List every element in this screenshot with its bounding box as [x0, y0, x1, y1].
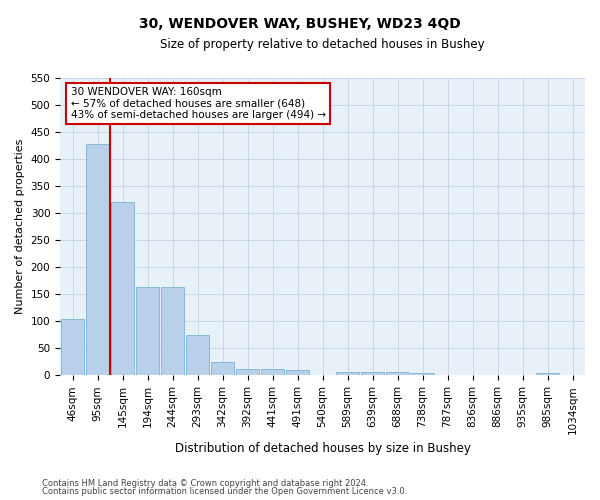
Bar [186, 335, 209, 376]
Bar [211, 362, 234, 376]
Bar [261, 369, 284, 376]
Bar [111, 202, 134, 376]
X-axis label: Distribution of detached houses by size in Bushey: Distribution of detached houses by size … [175, 442, 470, 455]
Bar [136, 287, 159, 376]
Bar [336, 372, 359, 376]
Bar [86, 144, 109, 376]
Text: Contains public sector information licensed under the Open Government Licence v3: Contains public sector information licen… [42, 487, 407, 496]
Bar [236, 369, 259, 376]
Y-axis label: Number of detached properties: Number of detached properties [15, 139, 25, 314]
Bar [536, 372, 559, 376]
Bar [361, 372, 384, 376]
Text: 30, WENDOVER WAY, BUSHEY, WD23 4QD: 30, WENDOVER WAY, BUSHEY, WD23 4QD [139, 18, 461, 32]
Bar [411, 372, 434, 376]
Title: Size of property relative to detached houses in Bushey: Size of property relative to detached ho… [160, 38, 485, 51]
Bar [286, 370, 309, 376]
Bar [386, 372, 409, 376]
Bar [61, 319, 84, 376]
Text: Contains HM Land Registry data © Crown copyright and database right 2024.: Contains HM Land Registry data © Crown c… [42, 478, 368, 488]
Bar [161, 287, 184, 376]
Text: 30 WENDOVER WAY: 160sqm
← 57% of detached houses are smaller (648)
43% of semi-d: 30 WENDOVER WAY: 160sqm ← 57% of detache… [71, 87, 326, 120]
